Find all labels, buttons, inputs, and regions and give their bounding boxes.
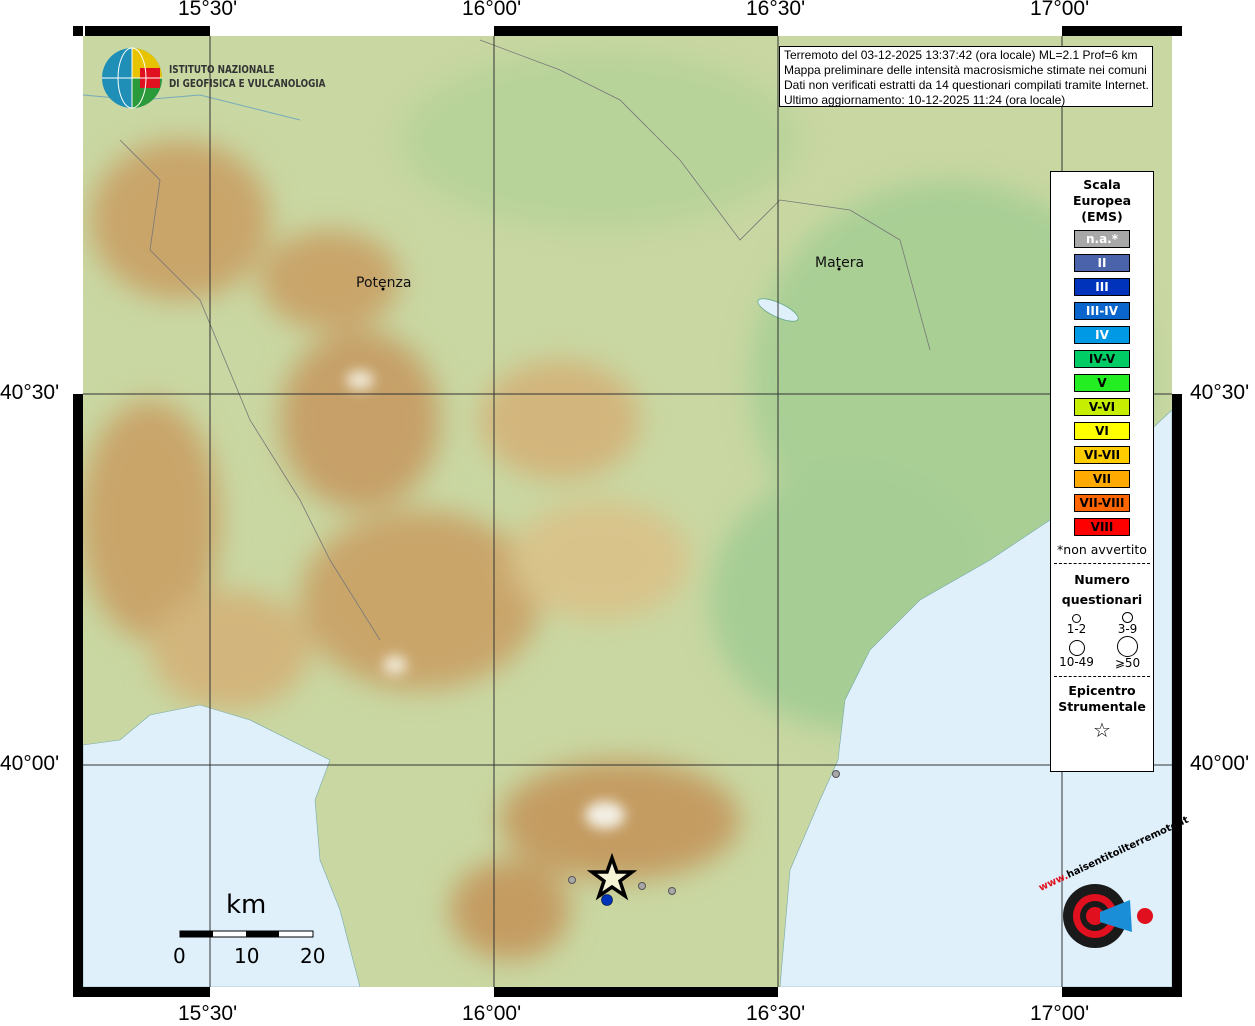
intensity-point[interactable] [601, 894, 613, 906]
info-line: Mappa preliminare delle intensità macros… [784, 63, 1147, 77]
info-line: Terremoto del 03-12-2025 13:37:42 (ora l… [784, 48, 1138, 62]
count-label: ⩾50 [1114, 656, 1141, 670]
count-label: 10-49 [1059, 655, 1094, 669]
count-1-2: 1-2 [1051, 612, 1102, 636]
info-line: Ultimo aggiornamento: 10-12-2025 11:24 (… [784, 93, 1066, 107]
intensity-point[interactable] [668, 887, 676, 895]
lon-label: 17°00' [1030, 1002, 1090, 1025]
legend-swatch: VII-VIII [1074, 494, 1130, 512]
legend-note: *non avvertito [1057, 542, 1147, 557]
scale-tick: 10 [234, 944, 260, 968]
info-line: Dati non verificati estratti da 14 quest… [784, 78, 1149, 92]
legend-swatch: VI [1074, 422, 1130, 440]
scale-tick: 20 [300, 944, 326, 968]
lon-label: 16°30' [746, 0, 806, 20]
intensity-point[interactable] [832, 770, 840, 778]
count-label: 1-2 [1066, 622, 1087, 636]
epicenter-star-icon[interactable] [586, 852, 638, 901]
legend-swatch: V [1074, 374, 1130, 392]
count-title: Numero [1074, 572, 1130, 587]
count-title: questionari [1061, 592, 1143, 607]
legend-swatch: III-IV [1074, 302, 1130, 320]
lat-label: 40°30' [1190, 381, 1250, 404]
legend-title: (EMS) [1081, 209, 1123, 224]
lon-label: 16°00' [462, 1002, 522, 1025]
lon-label: 16°30' [746, 1002, 806, 1025]
lon-label: 17°00' [1030, 0, 1090, 20]
city-label-potenza: Potenza [356, 275, 412, 291]
legend-title: Europea [1072, 193, 1132, 208]
tyrrhenian-sea [83, 704, 361, 987]
legend-swatch: VII [1074, 470, 1130, 488]
legend-swatch: II [1074, 254, 1130, 272]
frame-ticks [73, 26, 1182, 997]
count-label: 3-9 [1117, 622, 1138, 636]
scale-tick: 0 [173, 944, 186, 968]
city-label-matera: Matera [815, 255, 865, 271]
scale-unit: km [226, 890, 267, 920]
legend: Scala Europea (EMS) n.a.* II III III-IV IV IV… [1050, 171, 1154, 772]
logo-line: ISTITUTO NAZIONALE [169, 63, 275, 76]
legend-swatch: VIII [1074, 518, 1130, 536]
epicenter-title: Epicentro [1068, 683, 1136, 698]
legend-swatch: IV-V [1074, 350, 1130, 368]
lat-label: 40°00' [1190, 752, 1250, 775]
legend-swatch: VI-VII [1074, 446, 1130, 464]
legend-title: Scala [1083, 177, 1121, 192]
legend-swatch: IV [1074, 326, 1130, 344]
intensity-point[interactable] [568, 876, 576, 884]
legend-swatch: n.a.* [1074, 230, 1130, 248]
count-50: ⩾50 [1102, 636, 1153, 670]
scale-bar [179, 930, 314, 938]
count-3-9: 3-9 [1102, 612, 1153, 636]
lon-label: 15°30' [178, 0, 238, 20]
legend-swatch: V-VI [1074, 398, 1130, 416]
epicenter-title: Strumentale [1058, 699, 1146, 714]
star-icon: ☆ [1093, 718, 1111, 742]
logo-line: DI GEOFISICA E VULCANOLOGIA [169, 77, 326, 90]
lon-label: 16°00' [462, 0, 522, 20]
event-info-box: Terremoto del 03-12-2025 13:37:42 (ora l… [779, 46, 1153, 107]
lon-label: 15°30' [178, 1002, 238, 1025]
legend-swatch: III [1074, 278, 1130, 296]
intensity-point[interactable] [638, 882, 646, 890]
logo-globe-icon [102, 47, 162, 109]
count-10-49: 10-49 [1051, 636, 1102, 670]
haisentito-badge-icon [1063, 884, 1153, 948]
ingv-logo: ISTITUTO NAZIONALE DI GEOFISICA E VULCAN… [169, 63, 325, 91]
lat-label: 40°00' [0, 752, 60, 775]
lat-label: 40°30' [0, 381, 60, 404]
